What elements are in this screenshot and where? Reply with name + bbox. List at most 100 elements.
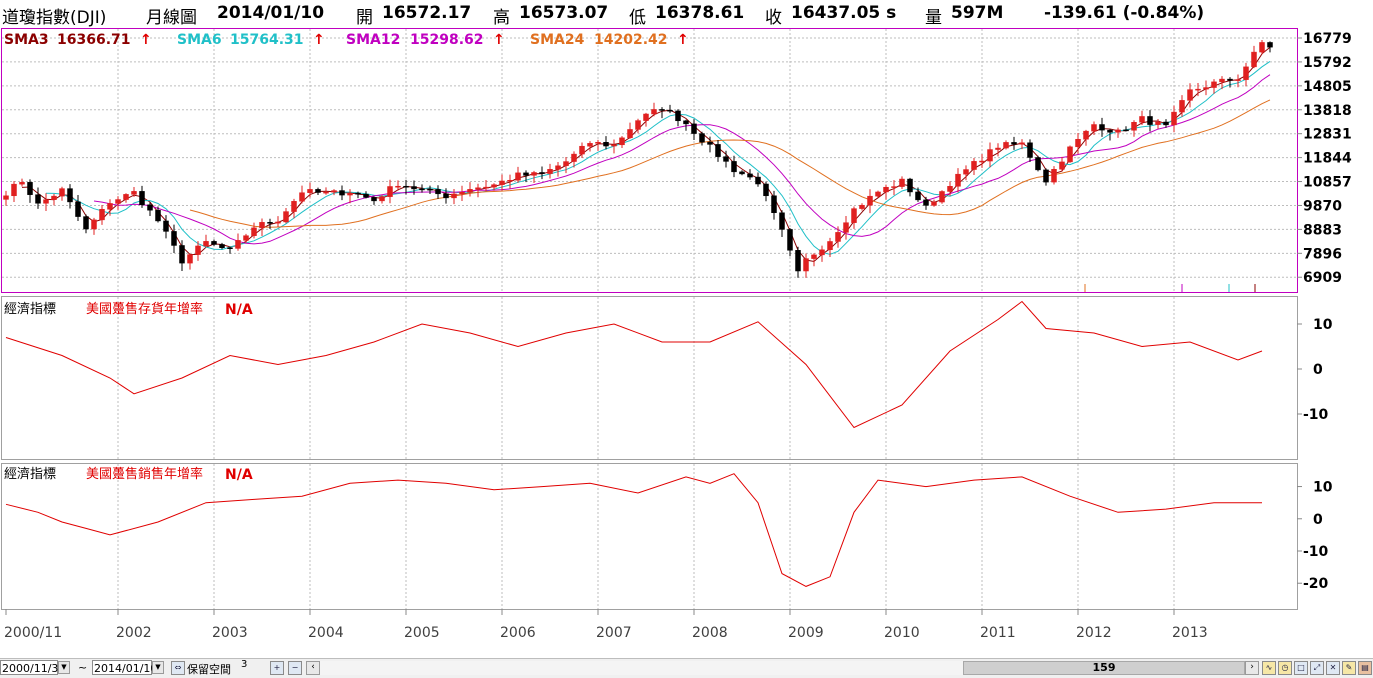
inventory-yoy-line	[5, 300, 1263, 429]
candle-body	[427, 188, 433, 191]
candle-body	[915, 191, 921, 201]
candle-body	[203, 241, 209, 247]
sales-panel-title: 經濟指標 美國躉售銷售年增率 N/A	[4, 466, 253, 483]
candle-body	[587, 143, 593, 147]
candle-body	[979, 160, 985, 163]
candle-body	[411, 186, 417, 190]
candle-body	[83, 216, 89, 230]
x-tick-label: 2005	[404, 625, 440, 641]
end-date-dropdown[interactable]: ▼	[152, 661, 164, 674]
candle-body	[1147, 116, 1153, 125]
candle-body	[11, 183, 17, 197]
chart-area[interactable]: 6909 7896 8883 9870 10857 11844 12831 13818 1480…	[0, 0, 1373, 658]
start-date-dropdown[interactable]: ▼	[58, 661, 70, 674]
legend-sma24-value: 14202.42	[594, 32, 668, 48]
inventory-title: 經濟指標	[4, 301, 56, 317]
scroll-left-button[interactable]: ‹	[306, 661, 320, 675]
x-tick-label: 2011	[980, 625, 1016, 641]
candle-body	[1187, 89, 1193, 101]
candle-body	[1115, 129, 1121, 133]
candle-body	[643, 113, 649, 121]
candle-body	[59, 188, 65, 197]
candle-body	[459, 192, 465, 195]
candle-body	[787, 229, 793, 251]
candle-body	[435, 189, 441, 195]
inventory-tick-label: 10	[1313, 317, 1333, 333]
draw-tool-icon[interactable]: ✎	[1342, 661, 1356, 675]
candle-body	[43, 199, 49, 204]
price-tick-label: 7896	[1303, 246, 1342, 262]
candle-body	[1163, 121, 1169, 126]
candle-body	[971, 161, 977, 170]
low-label: 低	[629, 8, 646, 28]
candle-body	[939, 191, 945, 203]
candle-body	[755, 176, 761, 185]
candle-body	[955, 173, 961, 187]
start-date-field[interactable]: 2000/11/30	[0, 660, 66, 675]
candle-body	[251, 227, 257, 236]
candle-body	[779, 212, 785, 230]
indicator-icon[interactable]: ▤	[1358, 661, 1372, 675]
candle-body	[1051, 169, 1057, 183]
chart-type-icon[interactable]: ∿	[1262, 661, 1276, 675]
scroll-thumb[interactable]: 159	[963, 661, 1245, 675]
x-tick-label: 2009	[788, 625, 824, 641]
index-name: 道瓊指數(DJI)	[2, 8, 107, 28]
candle-body	[1251, 51, 1257, 68]
price-tick-label: 14805	[1303, 79, 1352, 95]
candle-body	[1059, 161, 1065, 170]
candle-body	[243, 235, 249, 241]
zoom-in-icon[interactable]: +	[270, 661, 284, 675]
candle-body	[1091, 124, 1097, 132]
candle-body	[355, 192, 361, 195]
sales-panel[interactable]	[1, 463, 1298, 610]
end-date-field[interactable]: 2014/01/10	[92, 660, 158, 675]
candle-body	[1227, 78, 1233, 81]
scroll-track[interactable]	[320, 661, 963, 675]
zoom-out-icon[interactable]: −	[288, 661, 302, 675]
candle-body	[899, 178, 905, 187]
inventory-panel[interactable]	[1, 296, 1298, 460]
candle-body	[843, 222, 849, 233]
price-panel[interactable]	[1, 28, 1298, 293]
fit-view-icon[interactable]: ⤢	[1310, 661, 1324, 675]
candle-body	[1011, 142, 1017, 145]
candle-body	[403, 185, 409, 188]
legend-sma3-value: 16366.71	[57, 32, 131, 48]
sales-series-name: 美國躉售銷售年增率	[86, 466, 203, 482]
volume-value: 597M	[951, 3, 1004, 23]
clock-icon[interactable]: ◷	[1278, 661, 1292, 675]
candle-body	[1067, 146, 1073, 163]
legend-sma3-arrow: ↑	[140, 32, 152, 48]
candle-body	[1211, 81, 1217, 88]
candle-body	[819, 249, 825, 256]
candle-body	[611, 144, 617, 147]
expand-icon[interactable]: ✕	[1326, 661, 1340, 675]
candle-body	[3, 195, 9, 200]
candle-body	[451, 193, 457, 199]
candle-body	[931, 201, 937, 206]
candle-body	[91, 219, 97, 230]
candle-body	[323, 191, 329, 194]
candle-body	[579, 145, 585, 155]
candle-body	[963, 169, 969, 175]
candle-body	[987, 149, 993, 162]
select-area-icon[interactable]: □	[1294, 661, 1308, 675]
candle-body	[827, 241, 833, 251]
candle-body	[1099, 124, 1105, 131]
candle-body	[1267, 42, 1273, 48]
candle-body	[123, 194, 129, 200]
candle-body	[131, 191, 137, 195]
candle-body	[923, 199, 929, 206]
candle-body	[795, 250, 801, 272]
candle-body	[883, 186, 889, 193]
reserve-icon[interactable]: ⇔	[171, 661, 185, 675]
open-value: 16572.17	[382, 3, 472, 23]
candle-body	[443, 193, 449, 199]
volume-markers	[1084, 284, 1256, 292]
candle-body	[539, 172, 545, 174]
candle-body	[659, 109, 665, 111]
legend-sma12-name: SMA12	[346, 32, 400, 48]
legend-sma6-value: 15764.31	[230, 32, 304, 48]
scroll-right-button[interactable]: ›	[1245, 661, 1259, 675]
